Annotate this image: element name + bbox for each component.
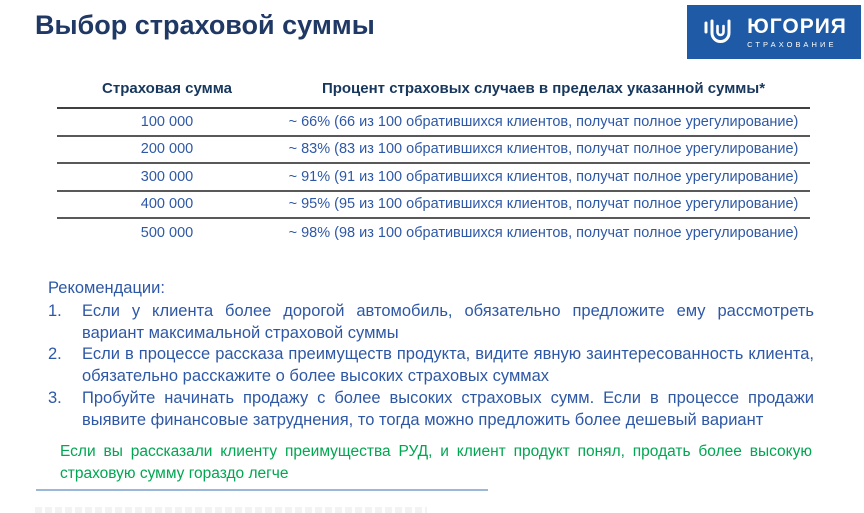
cell-percent: ~ 91% (91 из 100 обратившихся клиентов, … (288, 168, 799, 185)
list-item: 2. Если в процессе рассказа преимуществ … (48, 344, 814, 388)
cell-sum: 200 000 (140, 141, 194, 158)
list-item: 1. Если у клиента более дорогой автомоби… (48, 301, 814, 345)
table-row: 200 000 ~ 83% (83 из 100 обратившихся кл… (57, 137, 810, 164)
green-advice-note: Если вы рассказали клиенту преимущества … (60, 443, 812, 482)
list-item-text: Если у клиента более дорогой автомобиль,… (82, 301, 814, 342)
table-row: 300 000 ~ 91% (91 из 100 обратившихся кл… (57, 164, 810, 192)
logo-subtitle: СТРАХОВАНИЕ (747, 39, 837, 49)
recommendations-section: Рекомендации: 1. Если у клиента более до… (48, 278, 814, 432)
logo-brand-name: ЮГОРИЯ (747, 14, 847, 38)
insurance-sums-table: Страховая сумма Процент страховых случае… (57, 80, 810, 247)
table-row: 400 000 ~ 95% (95 из 100 обратившихся кл… (57, 192, 810, 219)
list-item-number: 3. (48, 388, 62, 407)
page-title: Выбор страховой суммы (35, 10, 375, 40)
cell-sum: 100 000 (140, 113, 194, 130)
table-row: 500 000 ~ 98% (98 из 100 обратившихся кл… (57, 219, 810, 247)
recommendations-heading: Рекомендации: (48, 279, 165, 297)
cell-sum: 500 000 (140, 224, 194, 241)
list-item-text: Пробуйте начинать продажу с более высоки… (82, 388, 814, 429)
list-item-text: Если в процессе рассказа преимуществ про… (82, 345, 814, 386)
cell-percent: ~ 98% (98 из 100 обратившихся клиентов, … (288, 224, 799, 241)
list-item: 3. Пробуйте начинать продажу с более выс… (48, 388, 814, 432)
list-item-number: 1. (48, 301, 62, 320)
cell-percent: ~ 83% (83 из 100 обратившихся клиентов, … (288, 141, 799, 158)
column-header-sum: Страховая сумма (102, 80, 232, 97)
nested-u-horseshoe-icon (701, 13, 739, 51)
cell-sum: 300 000 (140, 168, 194, 185)
cutoff-footnote-strip (35, 507, 427, 513)
company-logo: ЮГОРИЯ СТРАХОВАНИЕ (687, 5, 861, 59)
table-row: 100 000 ~ 66% (66 из 100 обратившихся кл… (57, 109, 810, 137)
column-header-percent: Процент страховых случаев в пределах ука… (321, 80, 766, 97)
table-header-row: Страховая сумма Процент страховых случае… (57, 80, 810, 109)
bottom-divider-line (36, 489, 488, 491)
logo-text: ЮГОРИЯ СТРАХОВАНИЕ (747, 14, 847, 49)
list-item-number: 2. (48, 345, 62, 364)
cell-percent: ~ 95% (95 из 100 обратившихся клиентов, … (288, 196, 799, 213)
cell-sum: 400 000 (140, 196, 194, 213)
cell-percent: ~ 66% (66 из 100 обратившихся клиентов, … (288, 113, 799, 130)
